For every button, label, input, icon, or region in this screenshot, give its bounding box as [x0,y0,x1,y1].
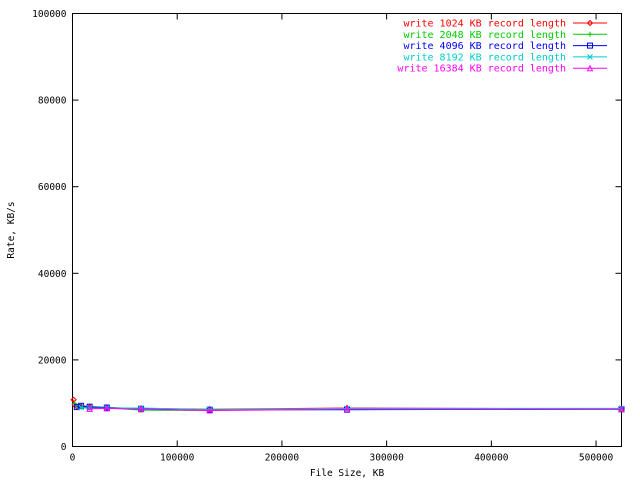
data-point [103,404,111,412]
y-tick-label: 40000 [38,269,67,280]
legend-marker [587,31,593,37]
legend-entry: write 8192 KB record length [403,52,607,63]
y-tick-label: 100000 [32,9,67,20]
data-point [70,396,77,403]
data-point [137,405,145,413]
x-tick-label: 100000 [160,453,195,464]
legend-label: write 1024 KB record length [403,19,566,30]
data-point [78,404,84,411]
legend-marker [587,54,593,60]
x-tick-label: 200000 [265,453,300,464]
legend-marker [587,42,593,49]
legend-entry: write 16384 KB record length [397,64,607,75]
x-tick-label: 300000 [369,453,404,464]
data-point [618,405,625,413]
x-tick-label: 500000 [579,453,614,464]
plot-frame [72,13,622,447]
legend-label: write 4096 KB record length [403,41,566,52]
legend-label: write 2048 KB record length [403,30,566,41]
legend-marker [586,19,594,27]
x-tick-label: 400000 [474,453,509,464]
x-axis-label: File Size, KB [310,468,385,479]
series-line [89,407,622,412]
axis-tick-labels: 0 20000 40000 60000 80000 100000 0 100000 200000… [32,9,613,464]
x-tick-label: 0 [70,453,76,464]
legend-entry: write 4096 KB record length [403,41,607,52]
data-point [86,403,93,410]
legend-label: write 8192 KB record length [403,52,566,63]
data-point [343,405,351,413]
legend-label: write 16384 KB record length [397,64,566,75]
y-axis-label: Rate, KB/s [6,201,17,258]
y-tick-label: 60000 [38,182,67,193]
data-point [86,405,93,412]
y-tick-label: 20000 [38,355,67,366]
data-point [73,404,80,411]
series-5 [86,404,625,414]
legend-entry: write 1024 KB record length [403,19,607,30]
series-4 [78,404,625,413]
data-point [78,402,85,409]
legend-entry: write 2048 KB record length [403,30,607,41]
data-point [206,406,214,414]
series-group [70,396,625,414]
legend-marker [586,64,594,72]
axis-ticks [72,13,622,447]
y-tick-label: 0 [61,442,67,453]
y-tick-label: 80000 [38,96,67,107]
